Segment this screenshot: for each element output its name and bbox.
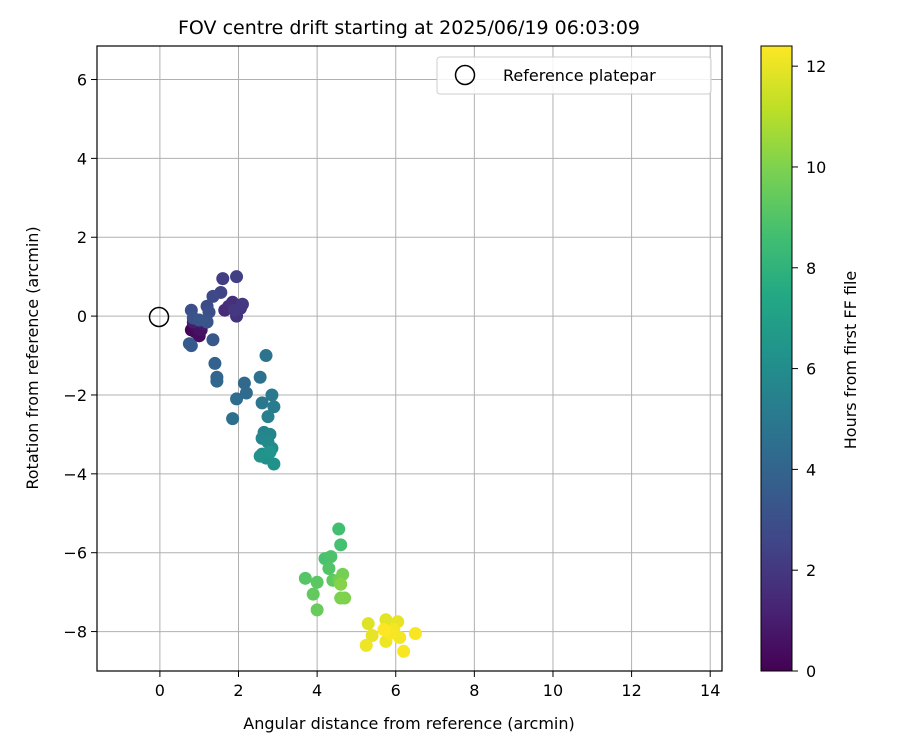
scatter-point — [253, 449, 267, 463]
colorbar-label: Hours from first FF file — [841, 271, 860, 450]
scatter-point — [267, 457, 281, 471]
scatter-point — [361, 617, 375, 631]
legend-label: Reference platepar — [503, 66, 656, 85]
scatter-point — [202, 305, 216, 319]
y-tick-label: 6 — [77, 71, 87, 90]
scatter-point — [393, 630, 407, 644]
scatter-point — [397, 644, 411, 658]
scatter-points — [182, 270, 422, 658]
x-tick-label: 0 — [155, 681, 165, 700]
x-axis-label: Angular distance from reference (arcmin) — [243, 714, 574, 733]
y-tick-label: 4 — [77, 149, 87, 168]
scatter-point — [265, 388, 279, 402]
scatter-point — [322, 561, 336, 575]
scatter-point — [255, 396, 269, 410]
x-tick-label: 14 — [700, 681, 720, 700]
x-tick-label: 12 — [621, 681, 641, 700]
y-tick-label: −6 — [63, 544, 87, 563]
scatter-point — [359, 638, 373, 652]
scatter-point — [310, 603, 324, 617]
scatter-point — [239, 386, 253, 400]
colorbar-gradient — [760, 45, 793, 672]
scatter-point — [310, 575, 324, 589]
scatter-point — [206, 289, 220, 303]
y-tick-label: 2 — [77, 228, 87, 247]
colorbar-tick-label: 8 — [806, 259, 816, 278]
scatter-point — [338, 591, 352, 605]
scatter-point — [306, 587, 320, 601]
legend-marker-icon — [454, 64, 476, 86]
scatter-point — [228, 303, 242, 317]
x-tick-label: 6 — [391, 681, 401, 700]
y-tick-label: −8 — [63, 623, 87, 642]
scatter-point — [216, 272, 230, 286]
scatter-point — [263, 445, 277, 459]
scatter-point — [379, 613, 393, 627]
x-tick-label: 2 — [233, 681, 243, 700]
y-tick-label: −2 — [63, 386, 87, 405]
legend: Reference platepar — [436, 56, 712, 95]
scatter-point — [210, 374, 224, 388]
scatter-point — [324, 550, 338, 564]
scatter-point — [230, 392, 244, 406]
scatter-point — [408, 627, 422, 641]
scatter-point — [334, 577, 348, 591]
y-axis-ticks: −8 −6 −4 −2 0 2 4 6 — [63, 71, 97, 642]
y-tick-label: −4 — [63, 465, 87, 484]
colorbar-tick-label: 0 — [806, 662, 816, 681]
y-tick-label: 0 — [77, 307, 87, 326]
scatter-point — [208, 356, 222, 370]
x-tick-label: 10 — [543, 681, 563, 700]
scatter-point — [182, 337, 196, 351]
x-tick-label: 4 — [312, 681, 322, 700]
scatter-point — [334, 538, 348, 552]
x-tick-label: 8 — [469, 681, 479, 700]
colorbar-ticks: 0 2 4 6 8 10 12 — [792, 57, 826, 681]
scatter-point — [230, 270, 244, 284]
x-axis-ticks: 0 2 4 6 8 10 12 14 — [155, 671, 720, 700]
colorbar-tick-label: 6 — [806, 360, 816, 379]
scatter-point — [253, 370, 267, 384]
scatter-point — [226, 412, 240, 426]
scatter-point — [192, 313, 206, 327]
plot-area-frame — [96, 45, 723, 672]
scatter-point — [298, 571, 312, 585]
colorbar: 0 2 4 6 8 10 12 Hours from first FF file — [760, 45, 860, 681]
legend-box — [436, 56, 712, 95]
scatter-point — [206, 333, 220, 347]
grid — [97, 46, 722, 671]
scatter-point — [261, 410, 275, 424]
colorbar-tick-label: 2 — [806, 561, 816, 580]
scatter-point — [365, 629, 379, 643]
reference-marker — [148, 306, 170, 328]
colorbar-tick-label: 10 — [806, 158, 826, 177]
scatter-point — [377, 623, 391, 637]
scatter-point — [332, 522, 346, 536]
scatter-point — [267, 400, 281, 414]
scatter-point — [336, 567, 350, 581]
colorbar-tick-label: 12 — [806, 57, 826, 76]
colorbar-tick-label: 4 — [806, 460, 816, 479]
scatter-point — [237, 376, 251, 390]
scatter-point — [259, 349, 273, 363]
y-axis-label: Rotation from reference (arcmin) — [23, 226, 42, 489]
chart-title: FOV centre drift starting at 2025/06/19 … — [178, 17, 640, 39]
